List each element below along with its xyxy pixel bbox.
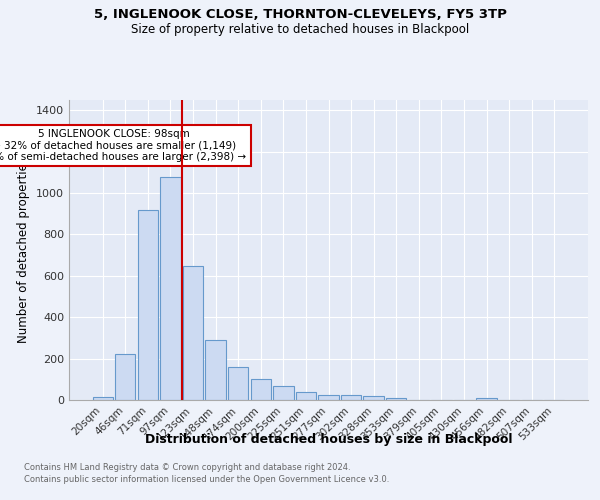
Y-axis label: Number of detached properties: Number of detached properties xyxy=(17,157,31,343)
Bar xyxy=(228,368,248,400)
Bar xyxy=(138,210,158,400)
Bar xyxy=(341,396,361,400)
Bar xyxy=(364,396,384,400)
Bar xyxy=(160,176,181,400)
Bar xyxy=(386,398,406,400)
Bar xyxy=(183,266,203,400)
Bar xyxy=(319,395,338,400)
Bar xyxy=(296,392,316,400)
Bar xyxy=(273,386,293,400)
Bar xyxy=(476,398,497,400)
Text: 5, INGLENOOK CLOSE, THORNTON-CLEVELEYS, FY5 3TP: 5, INGLENOOK CLOSE, THORNTON-CLEVELEYS, … xyxy=(94,8,506,20)
Text: Size of property relative to detached houses in Blackpool: Size of property relative to detached ho… xyxy=(131,22,469,36)
Bar xyxy=(251,378,271,400)
Bar xyxy=(92,397,113,400)
Text: Contains public sector information licensed under the Open Government Licence v3: Contains public sector information licen… xyxy=(24,475,389,484)
Bar xyxy=(115,354,136,400)
Text: Distribution of detached houses by size in Blackpool: Distribution of detached houses by size … xyxy=(145,432,512,446)
Text: Contains HM Land Registry data © Crown copyright and database right 2024.: Contains HM Land Registry data © Crown c… xyxy=(24,464,350,472)
Bar xyxy=(205,340,226,400)
Text: 5 INGLENOOK CLOSE: 98sqm
← 32% of detached houses are smaller (1,149)
67% of sem: 5 INGLENOOK CLOSE: 98sqm ← 32% of detach… xyxy=(0,129,247,162)
